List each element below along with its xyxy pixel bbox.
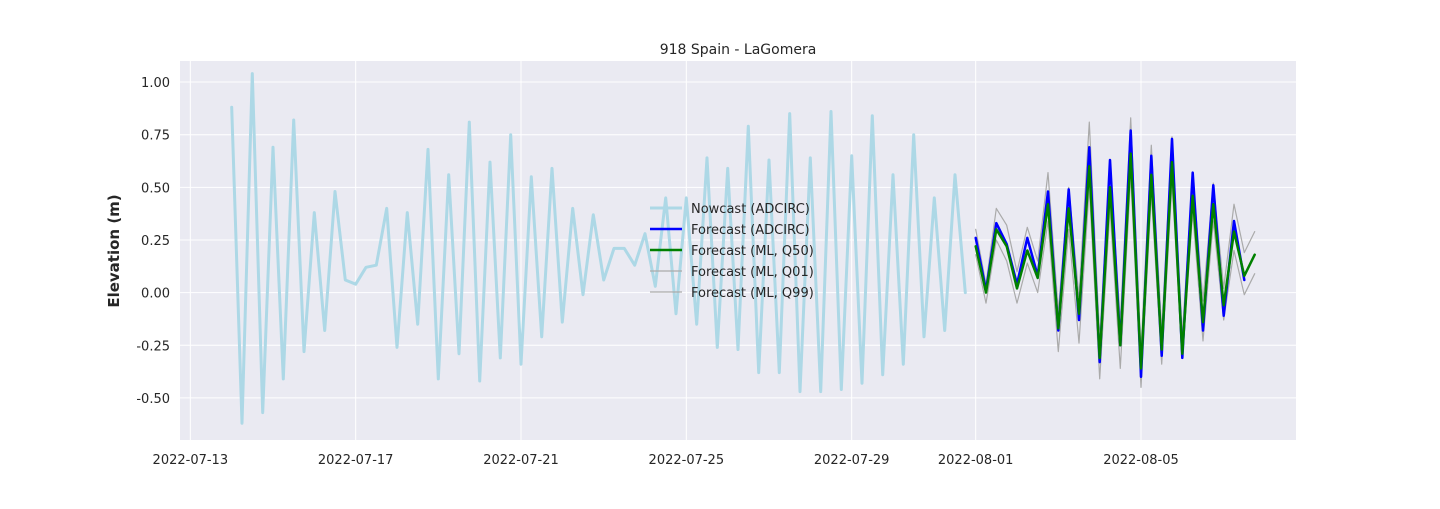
x-tick-label: 2022-08-05 bbox=[1103, 453, 1179, 468]
legend: Nowcast (ADCIRC) Forecast (ADCIRC) Forecas… bbox=[650, 202, 814, 301]
x-tick-labels: 2022-07-13 2022-07-17 2022-07-21 2022-07-25… bbox=[153, 453, 1179, 468]
y-tick-label: 0.75 bbox=[141, 129, 170, 144]
legend-label: Forecast (ML, Q99) bbox=[691, 286, 814, 301]
x-tick-label: 2022-07-13 bbox=[153, 453, 229, 468]
series-line-3 bbox=[975, 174, 1256, 388]
x-tick-label: 2022-07-25 bbox=[649, 453, 725, 468]
y-tick-label: -0.25 bbox=[136, 339, 170, 354]
y-tick-label: -0.50 bbox=[136, 392, 170, 407]
x-tick-label: 2022-07-17 bbox=[318, 453, 394, 468]
y-tick-label: 1.00 bbox=[141, 76, 170, 91]
legend-label: Forecast (ML, Q01) bbox=[691, 265, 814, 280]
legend-label: Forecast (ADCIRC) bbox=[691, 223, 810, 238]
x-tick-label: 2022-08-01 bbox=[938, 453, 1014, 468]
y-tick-label: 0.00 bbox=[141, 287, 170, 302]
y-tick-label: 0.25 bbox=[141, 234, 170, 249]
x-tick-label: 2022-07-21 bbox=[483, 453, 559, 468]
series-lines bbox=[230, 72, 1256, 425]
legend-label: Nowcast (ADCIRC) bbox=[691, 202, 810, 217]
y-tick-labels: -0.50 -0.25 0.00 0.25 0.50 0.75 1.00 bbox=[136, 76, 170, 407]
plot-area bbox=[180, 61, 1296, 440]
y-axis-label: Elevation (m) bbox=[105, 194, 123, 307]
legend-label: Forecast (ML, Q50) bbox=[691, 244, 814, 259]
chart-title: 918 Spain - LaGomera bbox=[660, 42, 817, 58]
series-line-2 bbox=[974, 152, 1256, 370]
series-line-0 bbox=[230, 72, 967, 425]
x-tick-label: 2022-07-29 bbox=[814, 453, 890, 468]
y-tick-label: 0.50 bbox=[141, 181, 170, 196]
